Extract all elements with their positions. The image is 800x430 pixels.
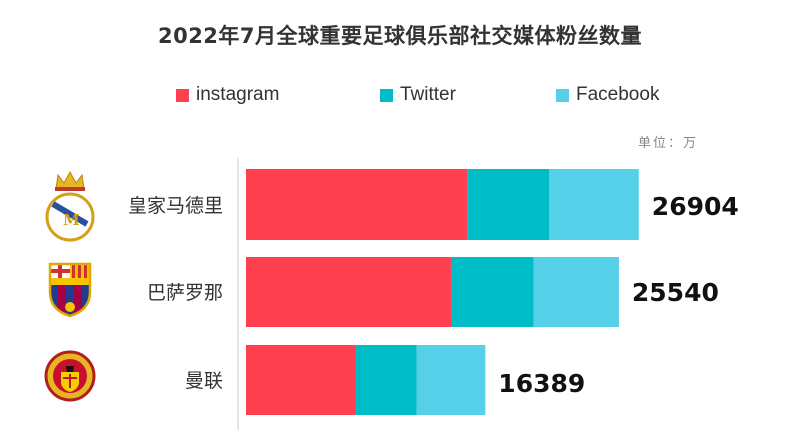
- bar-facebook: [416, 345, 486, 415]
- bar-twitter: [451, 257, 534, 327]
- legend-swatch-twitter: [380, 88, 393, 102]
- total-label: 25540: [632, 278, 719, 307]
- chart-title: 2022年7月全球重要足球俱乐部社交媒体粉丝数量: [157, 24, 643, 48]
- bar-facebook: [533, 257, 619, 327]
- fc-barcelona-crest-icon: [48, 262, 92, 318]
- legend-swatch-instagram: [176, 88, 189, 102]
- legend: instagram Twitter Facebook: [0, 84, 800, 108]
- unit-note: 单位：万: [638, 136, 699, 151]
- bar-facebook: [549, 169, 639, 240]
- legend-label-instagram: instagram: [196, 84, 280, 105]
- svg-text:M: M: [63, 211, 80, 229]
- bar-twitter: [355, 345, 417, 415]
- total-label: 16389: [498, 369, 585, 398]
- legend-swatch-facebook: [556, 88, 569, 102]
- total-label: 26904: [652, 192, 739, 221]
- legend-label-facebook: Facebook: [576, 84, 660, 105]
- manchester-united-crest-icon: [44, 350, 96, 402]
- legend-item-facebook: Facebook: [556, 84, 659, 106]
- bar-instagram: [246, 169, 468, 240]
- bar-instagram: [246, 345, 356, 415]
- category-label: 曼联: [185, 370, 223, 392]
- bar-twitter: [467, 169, 549, 240]
- category-label: 巴萨罗那: [147, 282, 223, 304]
- category-label: 皇家马德里: [128, 195, 223, 217]
- legend-label-twitter: Twitter: [400, 84, 456, 105]
- legend-item-twitter: Twitter: [380, 84, 456, 106]
- real-madrid-crest-icon: M: [45, 170, 95, 242]
- bar-instagram: [246, 257, 452, 327]
- legend-item-instagram: instagram: [176, 84, 279, 106]
